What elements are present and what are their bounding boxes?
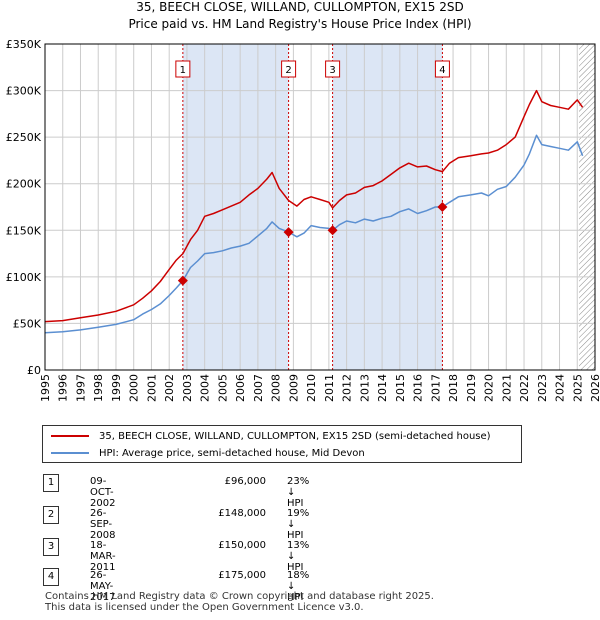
x-tick-label: 1996: [57, 374, 70, 402]
ownership-shade: [182, 44, 289, 370]
property-price-line: [44, 89, 584, 323]
x-tick-label: 2005: [216, 374, 229, 402]
x-tick-label: 2020: [483, 374, 496, 402]
transaction-date: 26-SEP-2008: [90, 508, 116, 541]
ownership-shade: [332, 44, 443, 370]
sale-point: [327, 225, 338, 236]
transaction-hpi-diff: 13% ↓ HPI: [287, 540, 310, 573]
y-tick-label: £250K: [6, 131, 42, 144]
x-tick-label: 2014: [376, 374, 389, 402]
x-tick-label: 2010: [305, 374, 318, 402]
transaction-price: £148,000: [218, 508, 266, 519]
x-tick-label: 2003: [181, 374, 194, 402]
x-tick-label: 2015: [394, 374, 407, 402]
transaction-number: 4: [43, 568, 59, 586]
transaction-price: £175,000: [218, 570, 266, 581]
x-tick-label: 1997: [74, 374, 87, 402]
transaction-price: £150,000: [218, 540, 266, 551]
x-tick-label: 1998: [92, 374, 105, 402]
marker-label-box: [434, 60, 450, 78]
x-tick-label: 2007: [252, 374, 265, 402]
x-tick-label: 2019: [465, 374, 478, 402]
y-tick-label: £150K: [6, 224, 42, 237]
transaction-date: 18-MAR-2011: [90, 540, 116, 573]
transaction-number: 2: [43, 506, 59, 524]
x-tick-label: 2006: [234, 374, 247, 402]
x-tick-label: 2017: [429, 374, 442, 402]
transaction-hpi-diff: 18% ↓ HPI: [287, 570, 310, 603]
legend-hpi-swatch: [51, 452, 89, 454]
transaction-date: 09-OCT-2002: [90, 476, 116, 509]
x-tick-label: 2023: [536, 374, 549, 402]
transaction-hpi-diff: 23% ↓ HPI: [287, 476, 310, 509]
x-tick-label: 2002: [163, 374, 176, 402]
legend-hpi-label: HPI: Average price, semi-detached house,…: [99, 447, 365, 459]
price-chart: £0 £50K £100K £150K £200K £250K £300K £350K 1995…: [6, 38, 600, 402]
chart-subtitle: Price paid vs. HM Land Registry's House …: [128, 17, 472, 31]
forecast-hatch: [579, 44, 595, 370]
x-tick-label: 1995: [39, 374, 52, 402]
sale-point: [283, 227, 294, 238]
transaction-price: £96,000: [224, 476, 266, 487]
x-tick-label: 2016: [412, 374, 425, 402]
legend: 35, BEECH CLOSE, WILLAND, CULLOMPTON, EX…: [42, 425, 522, 463]
x-tick-label: 1999: [110, 374, 123, 402]
x-tick-label: 2025: [571, 374, 584, 402]
x-tick-label: 2013: [358, 374, 371, 402]
x-tick-label: 2001: [145, 374, 158, 402]
x-tick-label: 2018: [447, 374, 460, 402]
legend-property-label: 35, BEECH CLOSE, WILLAND, CULLOMPTON, EX…: [99, 430, 491, 442]
x-tick-label: 2004: [199, 374, 212, 402]
marker-label: 3: [329, 65, 335, 76]
legend-item-property: 35, BEECH CLOSE, WILLAND, CULLOMPTON, EX…: [51, 428, 491, 444]
plot-frame: [44, 43, 596, 371]
marker-label: 4: [439, 65, 445, 76]
marker-label: 1: [180, 65, 186, 76]
sale-point: [437, 202, 448, 212]
transaction-hpi-diff: 19% ↓ HPI: [287, 508, 310, 541]
x-tick-label: 2000: [128, 374, 141, 402]
hpi-line: [44, 134, 584, 334]
marker-label-box: [175, 60, 191, 78]
y-tick-label: £300K: [6, 85, 42, 98]
marker-label-box: [325, 60, 341, 78]
y-tick-label: £50K: [13, 317, 42, 330]
transaction-number: 3: [43, 538, 59, 556]
transaction-number: 1: [43, 474, 59, 492]
x-tick-label: 2011: [323, 374, 336, 402]
x-tick-label: 2009: [287, 374, 300, 402]
y-tick-label: £350K: [6, 38, 42, 51]
footer-license: This data is licensed under the Open Gov…: [45, 602, 364, 613]
x-tick-label: 2021: [500, 374, 513, 402]
y-tick-label: £200K: [6, 178, 42, 191]
x-tick-label: 2026: [589, 374, 600, 402]
x-tick-label: 2022: [518, 374, 531, 402]
legend-item-hpi: HPI: Average price, semi-detached house,…: [51, 445, 365, 461]
y-tick-label: £100K: [6, 271, 42, 284]
legend-property-swatch: [51, 435, 89, 437]
footer-copyright: Contains HM Land Registry data © Crown c…: [45, 591, 434, 602]
marker-label: 2: [285, 65, 291, 76]
marker-label-box: [281, 60, 297, 78]
x-tick-label: 2024: [554, 374, 567, 402]
x-tick-label: 2012: [341, 374, 354, 402]
chart-title: 35, BEECH CLOSE, WILLAND, CULLOMPTON, EX…: [136, 0, 464, 14]
transaction-date: 26-MAY-2017: [90, 570, 116, 603]
sale-point: [177, 275, 188, 286]
y-tick-label: £0: [27, 364, 41, 377]
x-tick-label: 2008: [270, 374, 283, 402]
